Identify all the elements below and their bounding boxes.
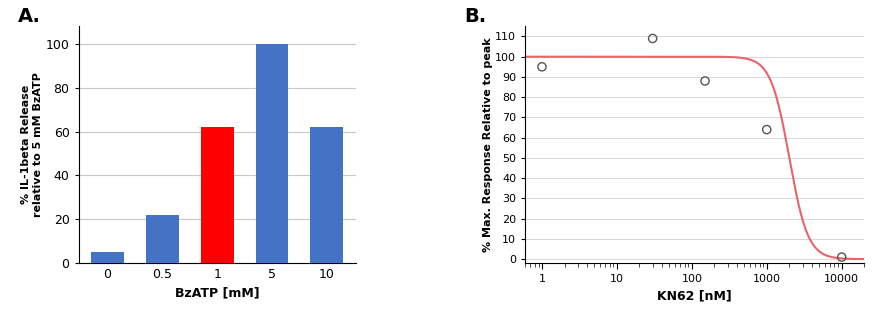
Y-axis label: % Max. Response Relative to peak: % Max. Response Relative to peak	[483, 38, 492, 252]
Point	[760, 127, 773, 132]
Point	[646, 36, 660, 41]
Bar	[201, 127, 234, 263]
Point	[698, 78, 712, 84]
Text: B.: B.	[464, 7, 486, 26]
Bar	[311, 127, 343, 263]
Bar	[146, 215, 179, 263]
Text: A.: A.	[17, 7, 40, 26]
Point	[835, 255, 849, 260]
Y-axis label: % IL-1beta Release
relative to 5 mM BzATP: % IL-1beta Release relative to 5 mM BzAT…	[21, 72, 43, 217]
Bar	[256, 44, 288, 263]
X-axis label: BzATP [mM]: BzATP [mM]	[175, 287, 259, 300]
X-axis label: KN62 [nM]: KN62 [nM]	[657, 289, 732, 302]
Bar	[91, 252, 124, 263]
Point	[535, 64, 549, 69]
